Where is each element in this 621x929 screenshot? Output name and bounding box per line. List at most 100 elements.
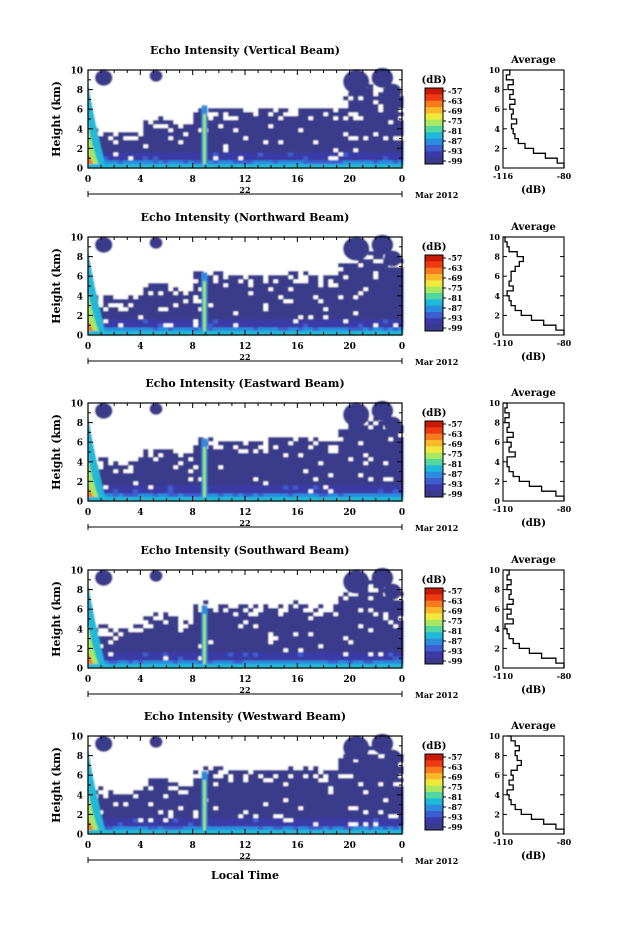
intensity-cell [333,327,339,332]
intensity-cell [293,287,299,292]
intensity-cell [278,604,284,609]
intensity-cell [373,481,379,486]
intensity-cell [158,493,164,498]
intensity-cell [263,477,269,482]
intensity-cell [388,311,394,316]
intensity-cell [278,287,284,292]
intensity-cell [178,136,184,141]
cloud-echo [371,234,394,255]
intensity-cell [178,473,184,478]
intensity-cell [163,144,169,149]
intensity-cell [228,128,234,133]
intensity-cell [163,810,169,815]
intensity-cell [288,794,294,799]
intensity-cell [383,822,389,827]
intensity-cell [313,810,319,815]
intensity-cell [268,327,274,332]
intensity-cell [308,307,314,312]
intensity-cell [338,628,344,633]
intensity-cell [138,822,144,827]
intensity-cell [133,822,139,827]
intensity-cell [298,287,304,292]
intensity-cell [288,620,294,625]
x-tick-label: 20 [343,675,356,685]
intensity-cell [338,770,344,775]
intensity-cell [273,295,279,300]
intensity-cell [273,640,279,645]
date-label: Mar 2012 [415,523,458,533]
intensity-cell [228,648,234,653]
intensity-cell [263,283,269,288]
intensity-cell [288,782,294,787]
intensity-cell [238,612,244,617]
intensity-cell [378,311,384,316]
intensity-cell [393,267,399,272]
intensity-cell [328,140,334,145]
intensity-cell [223,465,229,470]
intensity-cell [198,624,204,629]
intensity-cell [313,782,319,787]
intensity-cell [283,120,289,125]
intensity-cell [378,287,384,292]
intensity-cell [163,477,169,482]
intensity-cell [288,291,294,296]
intensity-cell [308,140,314,145]
intensity-cell [328,644,334,649]
intensity-cell [258,822,264,827]
intensity-cell [323,275,329,280]
intensity-cell [113,144,119,149]
intensity-cell [263,782,269,787]
intensity-cell [228,124,234,129]
intensity-cell [368,108,374,113]
intensity-cell [313,652,319,657]
intensity-cell [163,786,169,791]
intensity-cell [303,786,309,791]
intensity-cell [388,473,394,478]
intensity-cell [288,628,294,633]
intensity-cell [313,116,319,121]
intensity-cell [198,156,204,161]
intensity-cell [198,132,204,137]
intensity-cell [373,652,379,657]
intensity-cell [228,826,234,831]
intensity-cell [368,644,374,649]
intensity-cell [213,120,219,125]
intensity-cell [233,457,239,462]
intensity-cell [128,323,134,328]
intensity-cell [293,275,299,280]
intensity-cell [303,120,309,125]
intensity-cell [353,104,359,109]
intensity-cell [373,802,379,807]
intensity-cell [358,124,364,129]
intensity-cell [383,429,389,434]
intensity-cell [308,327,314,332]
intensity-cell [113,477,119,482]
intensity-cell [353,429,359,434]
intensity-cell [318,287,324,292]
intensity-cell [223,128,229,133]
intensity-cell [293,612,299,617]
avg-y-tick-label: 10 [489,232,501,242]
intensity-cell [208,790,214,795]
intensity-cell [133,140,139,145]
intensity-cell [363,128,369,133]
intensity-cell [133,477,139,482]
intensity-cell [183,327,189,332]
intensity-cell [398,794,404,799]
intensity-cell [368,433,374,438]
intensity-cell [248,660,254,665]
intensity-cell [333,291,339,296]
intensity-cell [263,116,269,121]
intensity-cell [383,441,389,446]
intensity-cell [208,465,214,470]
colorbar-tick-label: -57 [448,419,462,429]
intensity-cell [323,469,329,474]
intensity-cell [178,822,184,827]
intensity-cell [113,327,119,332]
intensity-cell [373,255,379,260]
intensity-cell [193,303,199,308]
intensity-cell [218,790,224,795]
intensity-cell [323,295,329,300]
intensity-cell [108,481,114,486]
intensity-cell [143,128,149,133]
